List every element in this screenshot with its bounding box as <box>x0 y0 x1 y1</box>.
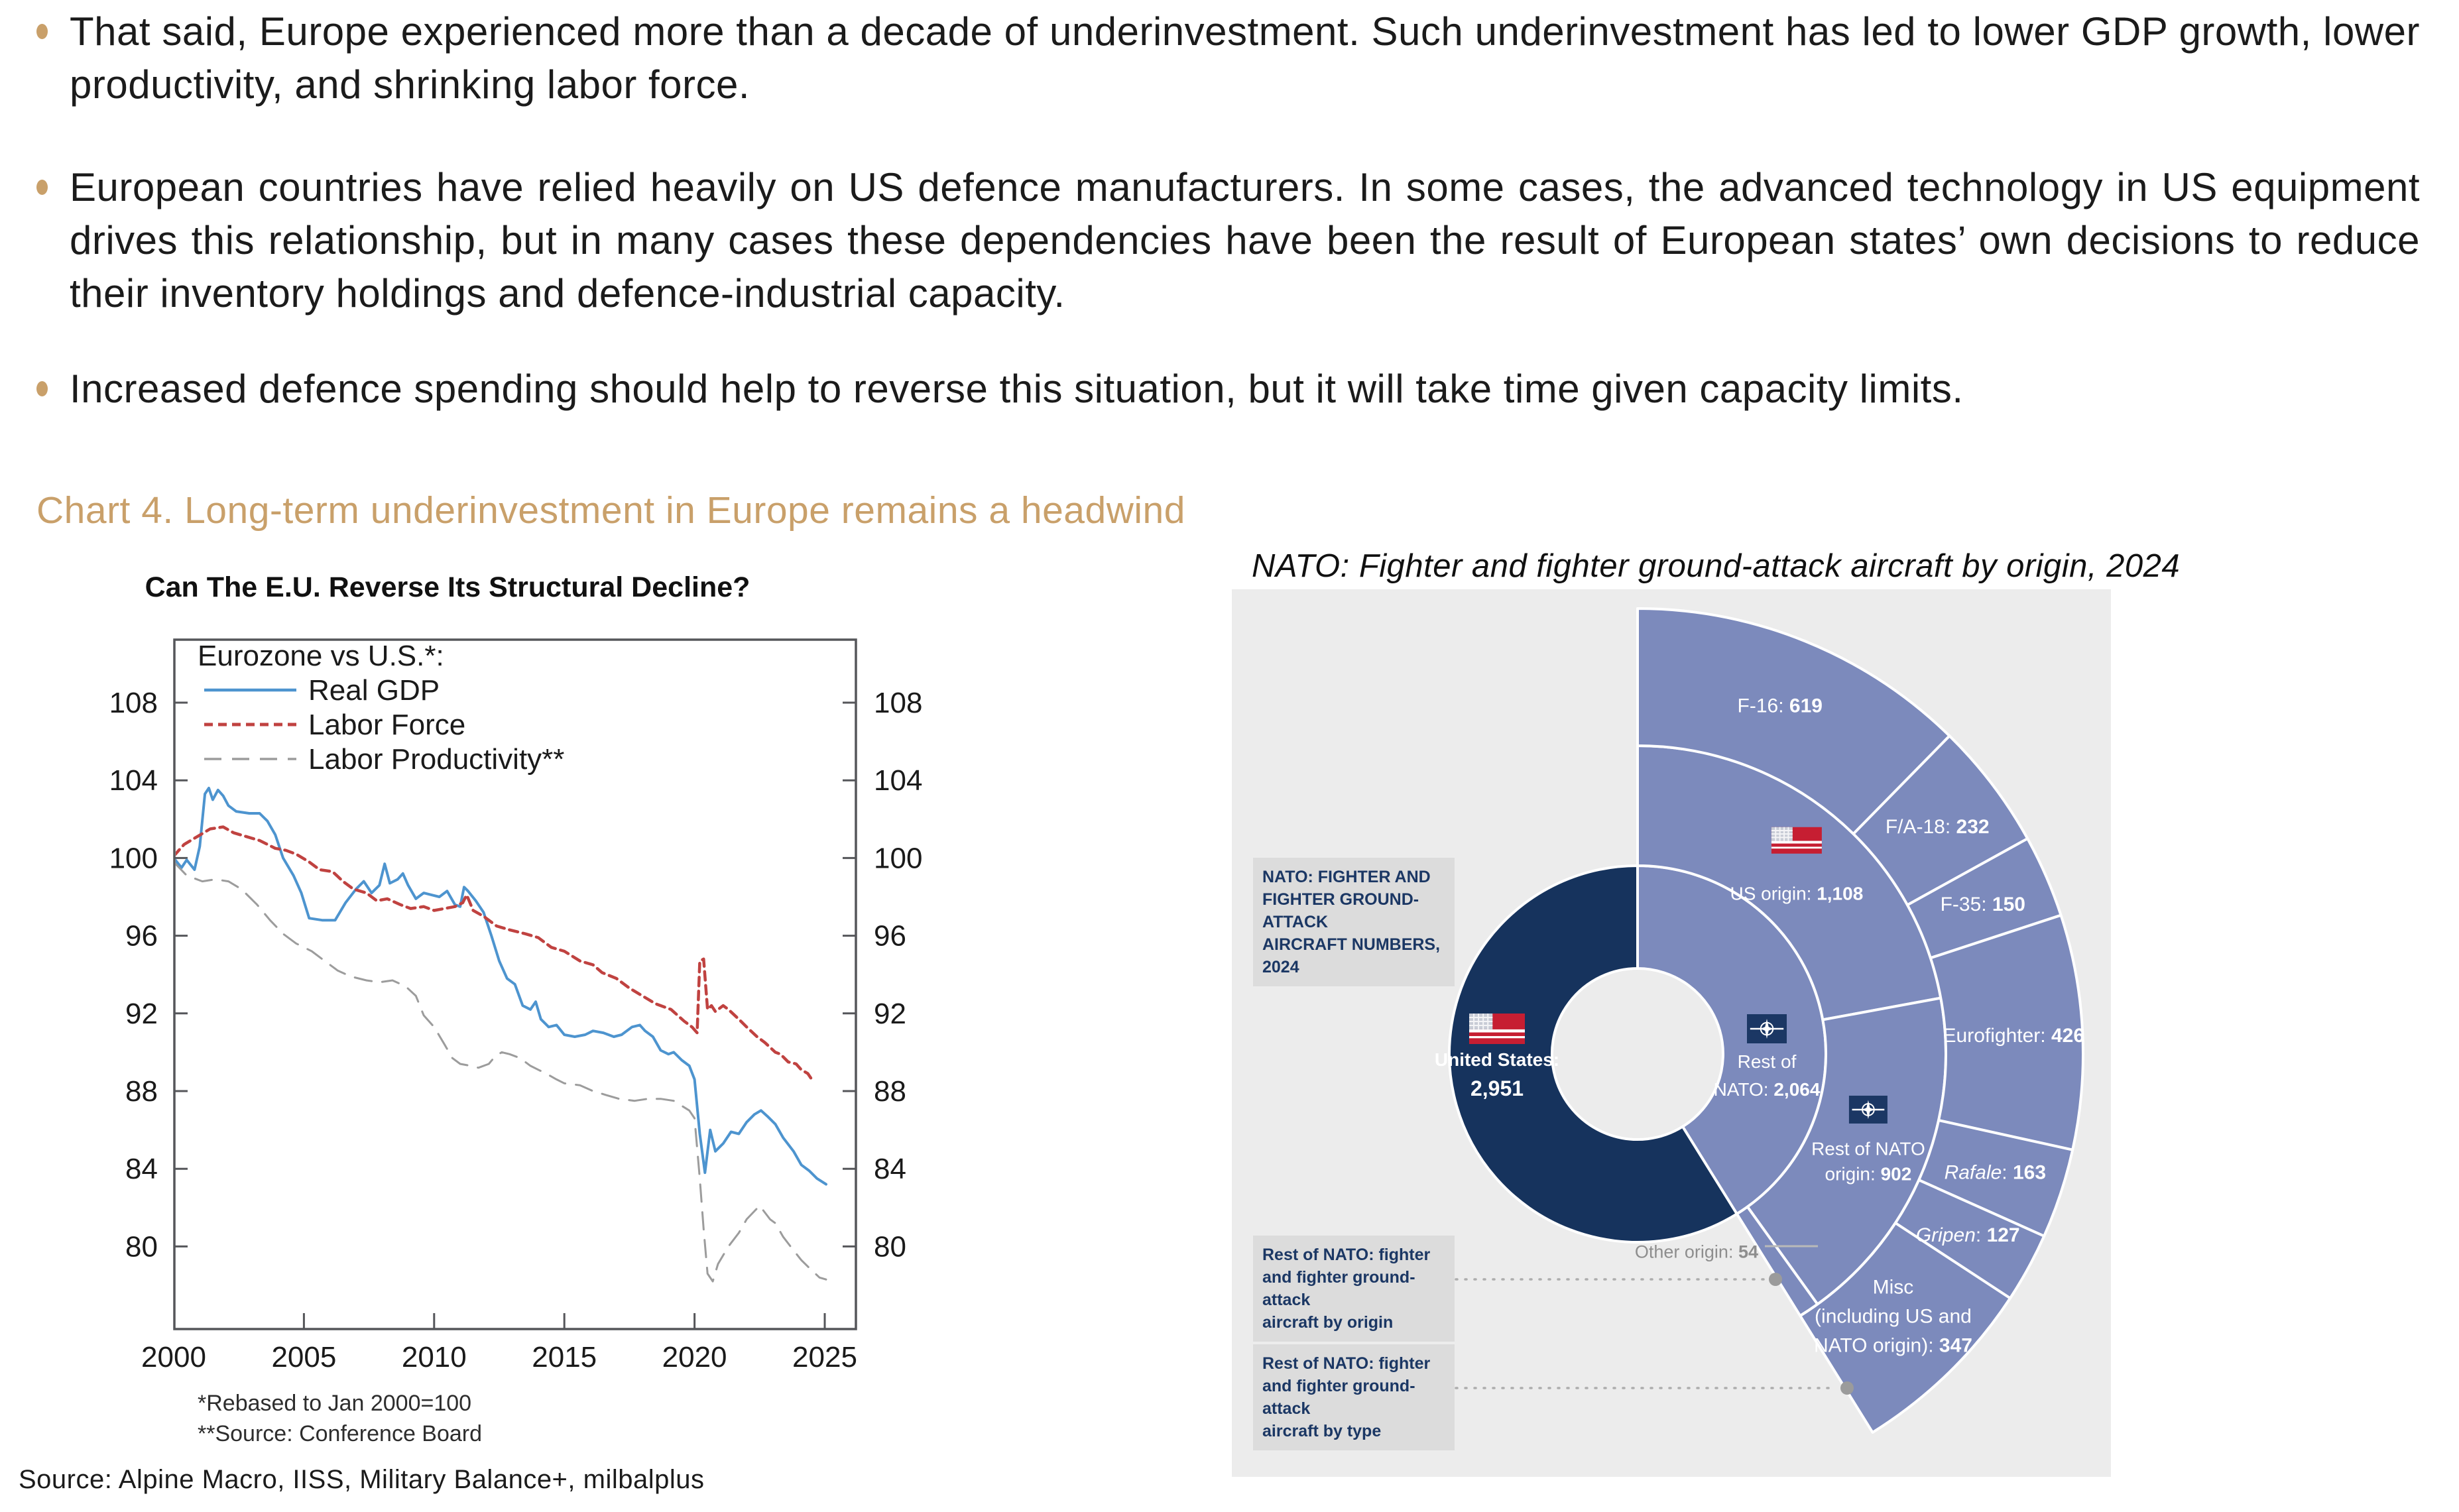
value-united-states: 2,951 <box>1470 1076 1524 1100</box>
bullet-icon <box>36 381 48 396</box>
leader-dot-by-origin <box>1769 1273 1782 1286</box>
bullet-item-1: That said, Europe experienced more than … <box>36 5 2420 111</box>
callout-line: and fighter ground-attack <box>1262 1377 1415 1418</box>
label-type-gripen: Gripen: 127 <box>1916 1224 2020 1246</box>
y-tick-label-left: 96 <box>125 920 158 953</box>
callout-by-type: Rest of NATO: fighter and fighter ground… <box>1253 1344 1455 1450</box>
left-chart-title: Can The E.U. Reverse Its Structural Decl… <box>145 571 750 603</box>
bullet-text-3: Increased defence spending should help t… <box>70 367 1964 411</box>
chart-note-line: AIRCRAFT NUMBERS, 2024 <box>1262 935 1441 976</box>
label-type-f-a-18: F/A-18: 232 <box>1886 816 1990 838</box>
leader-dot-by-type <box>1840 1381 1854 1395</box>
series-line-labor-productivity- <box>176 862 827 1283</box>
section-heading: Chart 4. Long-term underinvestment in Eu… <box>36 489 1185 532</box>
chart-note-line: FIGHTER GROUND-ATTACK <box>1262 890 1419 931</box>
nato-flag-icon <box>1848 1095 1888 1124</box>
y-tick-label-right: 84 <box>874 1153 906 1185</box>
callout-line: Rest of NATO: fighter <box>1262 1246 1431 1264</box>
label-united-states: United States: <box>1435 1049 1559 1070</box>
label-rest-of-nato: Rest of NATO: 2,064 <box>1714 1051 1821 1100</box>
callout-by-origin: Rest of NATO: fighter and fighter ground… <box>1253 1236 1455 1342</box>
legend-label: Real GDP <box>308 674 440 707</box>
right-chart-title: NATO: Fighter and fighter ground-attack … <box>1252 548 2181 584</box>
bullet-item-3: Increased defence spending should help t… <box>36 363 2420 416</box>
x-tick-label: 2005 <box>271 1341 336 1373</box>
series-line-real-gdp <box>176 786 827 1186</box>
callout-line: Rest of NATO: fighter <box>1262 1354 1431 1373</box>
chart-note-line: NATO: FIGHTER AND <box>1262 868 1431 886</box>
label-type-misc-including-us-and-nato-origin-: Misc (including US and NATO origin): 347 <box>1814 1277 1972 1357</box>
left-line-chart: Can The E.U. Reverse Its Structural Decl… <box>109 571 923 1373</box>
y-tick-label-left: 104 <box>109 764 158 797</box>
y-tick-label-left: 80 <box>125 1230 158 1263</box>
nato-flag-icon <box>1747 1014 1787 1043</box>
y-tick-label-right: 92 <box>874 998 906 1030</box>
plot-border <box>173 638 857 1330</box>
label-type-eurofighter: Eurofighter: 426 <box>1943 1025 2084 1047</box>
y-tick-label-left: 84 <box>125 1153 158 1185</box>
chart-note-box: NATO: FIGHTER AND FIGHTER GROUND-ATTACK … <box>1253 858 1455 986</box>
us-flag-icon <box>1771 827 1822 854</box>
y-tick-label-right: 96 <box>874 920 906 953</box>
label-us-origin: US origin: 1,108 <box>1730 884 1863 904</box>
right-sunburst-chart: United States: 2,951 Rest of NATO: 2,064 US … <box>1232 589 2111 1477</box>
label-type-f-16: F-16: 619 <box>1738 695 1823 717</box>
label-type-f-35: F-35: 150 <box>1941 894 2025 915</box>
source-note: Source: Alpine Macro, IISS, Military Bal… <box>19 1465 705 1494</box>
bullet-item-2: European countries have relied heavily o… <box>36 161 2420 320</box>
y-tick-label-right: 80 <box>874 1230 906 1263</box>
legend-label: Labor Force <box>308 709 465 741</box>
callout-line: aircraft by origin <box>1262 1313 1394 1332</box>
label-rest-of-nato-origin: Rest of NATO origin: 902 <box>1811 1139 1925 1185</box>
x-tick-label: 2015 <box>532 1341 597 1373</box>
y-tick-label-right: 108 <box>874 687 922 719</box>
bullet-text-1: That said, Europe experienced more than … <box>70 9 2420 107</box>
bullet-text-2: European countries have relied heavily o… <box>70 165 2420 316</box>
bullet-icon <box>36 180 48 195</box>
y-tick-label-left: 108 <box>109 687 158 719</box>
y-tick-label-right: 88 <box>874 1075 906 1108</box>
callout-line: aircraft by type <box>1262 1422 1382 1440</box>
bullet-icon <box>36 24 48 39</box>
y-tick-label-left: 100 <box>109 842 158 874</box>
x-tick-label: 2000 <box>141 1341 206 1373</box>
segment-united-states-total <box>1448 864 1738 1244</box>
y-tick-label-left: 92 <box>125 998 158 1030</box>
segment-type-misc-including-us-and-nato-origin- <box>1799 1222 2011 1434</box>
footnote-conference-board: **Source: Conference Board <box>198 1421 483 1446</box>
y-tick-label-right: 104 <box>874 764 922 797</box>
x-tick-label: 2010 <box>402 1341 467 1373</box>
series-line-labor-force <box>176 825 813 1081</box>
callout-line: and fighter ground-attack <box>1262 1268 1415 1309</box>
legend-title: Eurozone vs U.S.*: <box>198 640 444 672</box>
x-tick-label: 2020 <box>662 1341 727 1373</box>
x-tick-label: 2025 <box>792 1341 857 1373</box>
label-type-rafale: Rafale: 163 <box>1945 1162 2046 1184</box>
y-tick-label-left: 88 <box>125 1075 158 1108</box>
footnote-rebase: *Rebased to Jan 2000=100 <box>198 1391 472 1416</box>
us-flag-icon <box>1469 1014 1525 1044</box>
legend-label: Labor Productivity** <box>308 743 564 776</box>
y-tick-label-right: 100 <box>874 842 922 874</box>
label-other-origin: Other origin: 54 <box>1635 1242 1758 1261</box>
